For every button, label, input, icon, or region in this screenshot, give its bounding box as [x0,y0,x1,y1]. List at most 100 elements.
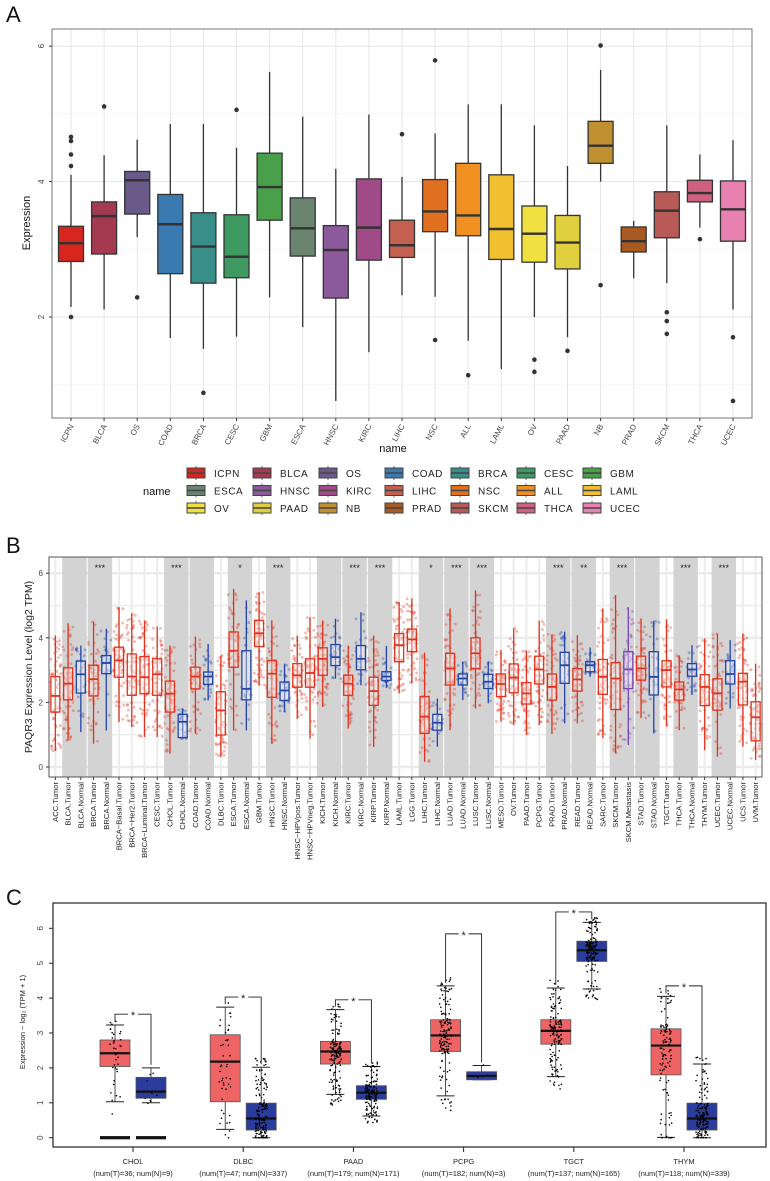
jitter-point [209,673,213,676]
jitter-point [221,1098,223,1101]
jitter-point [370,681,374,685]
jitter-point [707,724,711,728]
jitter-point [584,672,588,675]
x-tick-label: THCA.Normal [687,782,696,830]
jitter-point [376,1078,379,1080]
box-BRCA.Normal [99,628,113,731]
jitter-point [702,1124,705,1126]
jitter-point [659,1122,662,1125]
jitter-point [560,1029,562,1031]
jitter-point [255,1087,258,1090]
jitter-point [662,717,666,721]
jitter-point [670,999,672,1002]
jitter-point [523,698,527,701]
jitter-point [694,689,698,693]
significance-label: *** [680,563,691,573]
jitter-point [661,1058,664,1060]
jitter-point [376,1065,378,1068]
jitter-point [424,699,428,703]
jitter-point [413,645,417,649]
jitter-point [141,631,145,635]
jitter-point [348,713,352,717]
jitter-point [706,1114,708,1116]
x-tick-label: LUAD.Normal [458,782,467,829]
jitter-point [220,1064,223,1066]
jitter-point [338,1029,340,1031]
jitter-point [718,659,722,663]
legend-label: PRAD [412,504,442,515]
jitter-point [370,680,373,684]
jitter-point [526,685,530,689]
jitter-point [449,978,452,981]
jitter-point [589,941,591,944]
jitter-point [442,1102,444,1105]
jitter-point [306,627,310,630]
significance-label: *** [477,563,488,573]
jitter-point [348,717,352,721]
jitter-point [133,715,136,719]
jitter-point [438,1075,441,1078]
jitter-point [450,1035,453,1038]
jitter-point [558,1026,560,1029]
jitter-point [553,1084,556,1087]
outlier-point [201,390,206,396]
jitter-point [234,728,238,732]
legend-label: SKCM [478,504,509,515]
jitter-point [312,655,316,659]
jitter-point [215,684,219,688]
jitter-point [96,739,99,743]
jitter-point [61,645,65,649]
jitter-point [609,728,613,732]
jitter-point [373,1118,376,1121]
jitter-point [259,1130,262,1133]
box-LGG.Tumor [405,597,419,684]
jitter-point [439,1046,442,1049]
group-PCPG: * [430,930,498,1112]
box-BRCA−Basal.Tumor [112,606,126,723]
jitter-point [112,1033,115,1035]
jitter-point [216,692,220,695]
jitter-point [322,703,326,707]
jitter-point [659,1069,662,1072]
y-axis-title: Expression − log₂ (TPM + 1) [18,974,27,1069]
jitter-point [475,662,479,665]
jitter-point [406,618,410,622]
jitter-point [664,1123,667,1126]
jitter-point [431,739,435,743]
jitter-point [333,1062,336,1064]
jitter-point [376,1107,379,1110]
jitter-point [336,1063,339,1065]
jitter-point [285,685,289,689]
jitter-point [586,941,588,943]
jitter-point [552,1027,555,1030]
jitter-point [641,701,644,704]
jitter-point [131,619,135,623]
jitter-point [349,657,353,661]
jitter-point [263,1125,265,1127]
jitter-point [260,616,264,620]
jitter-point [94,721,98,725]
x-tick-label: MESO.Tumor [496,782,505,829]
jitter-point [248,610,252,614]
jitter-point [348,665,352,669]
significance-label: * [131,1010,136,1022]
jitter-point [449,977,452,979]
jitter-point [546,704,550,707]
jitter-point [726,657,730,661]
jitter-point [629,635,633,639]
significance-label: *** [375,563,386,573]
jitter-point [706,1097,708,1099]
jitter-point [738,724,742,728]
jitter-point [428,737,431,740]
jitter-point [188,644,192,648]
jitter-point [586,994,588,996]
jitter-point [624,654,628,657]
jitter-point [133,714,136,718]
jitter-point [527,655,531,659]
jitter-point [442,1033,445,1036]
y-tick-label: 5 [36,960,45,965]
jitter-point [597,640,601,644]
jitter-point [306,665,310,669]
jitter-point [441,1041,444,1043]
jitter-point [675,694,679,698]
